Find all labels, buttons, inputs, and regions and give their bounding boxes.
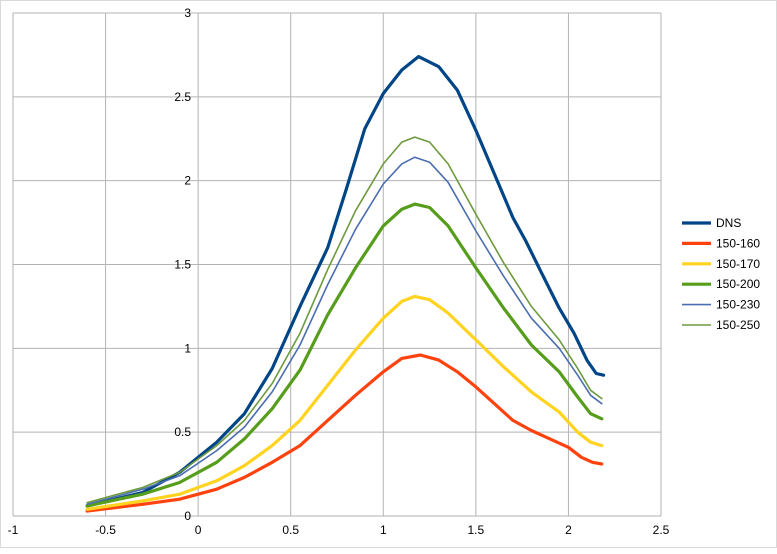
legend-label: 150-250 [716,318,760,332]
y-tick-label: 3 [184,6,191,20]
series-line-150-200 [85,202,604,508]
legend-label: 150-160 [716,236,760,250]
y-tick-label: 1.5 [174,258,191,272]
legend-label: 150-200 [716,277,760,291]
y-tick-label: 1 [184,341,191,355]
legend: DNS 150-160 150-170 150-200 150-230 150-250 [682,216,760,332]
series-line-150-160 [85,353,604,513]
y-tick-label: 2 [184,174,191,188]
grid-layer [12,12,662,517]
series-line-150-250 [86,136,603,504]
x-tick-label: -1 [8,523,19,537]
x-tick-label: 0 [195,523,202,537]
x-tick-label: 2 [565,523,572,537]
x-tick-label: -0.5 [95,523,116,537]
tick-label-layer: -1 -0.5 0 0.5 1 1.5 2 2.5 0 0.5 1 1.5 2 2.5 3 [8,6,670,537]
legend-label: 150-230 [716,298,760,312]
y-tick-label: 0 [184,509,191,523]
x-tick-label: 2.5 [653,523,670,537]
series-line-150-230 [86,156,603,506]
series-line-DNS [85,55,606,508]
series-line-150-170 [85,294,604,511]
legend-label: DNS [716,216,741,230]
legend-label: 150-170 [716,257,760,271]
series-layer [85,55,606,513]
x-tick-label: 0.5 [282,523,299,537]
x-tick-label: 1.5 [468,523,485,537]
y-tick-label: 2.5 [174,90,191,104]
y-tick-label: 0.5 [174,425,191,439]
x-tick-label: 1 [380,523,387,537]
